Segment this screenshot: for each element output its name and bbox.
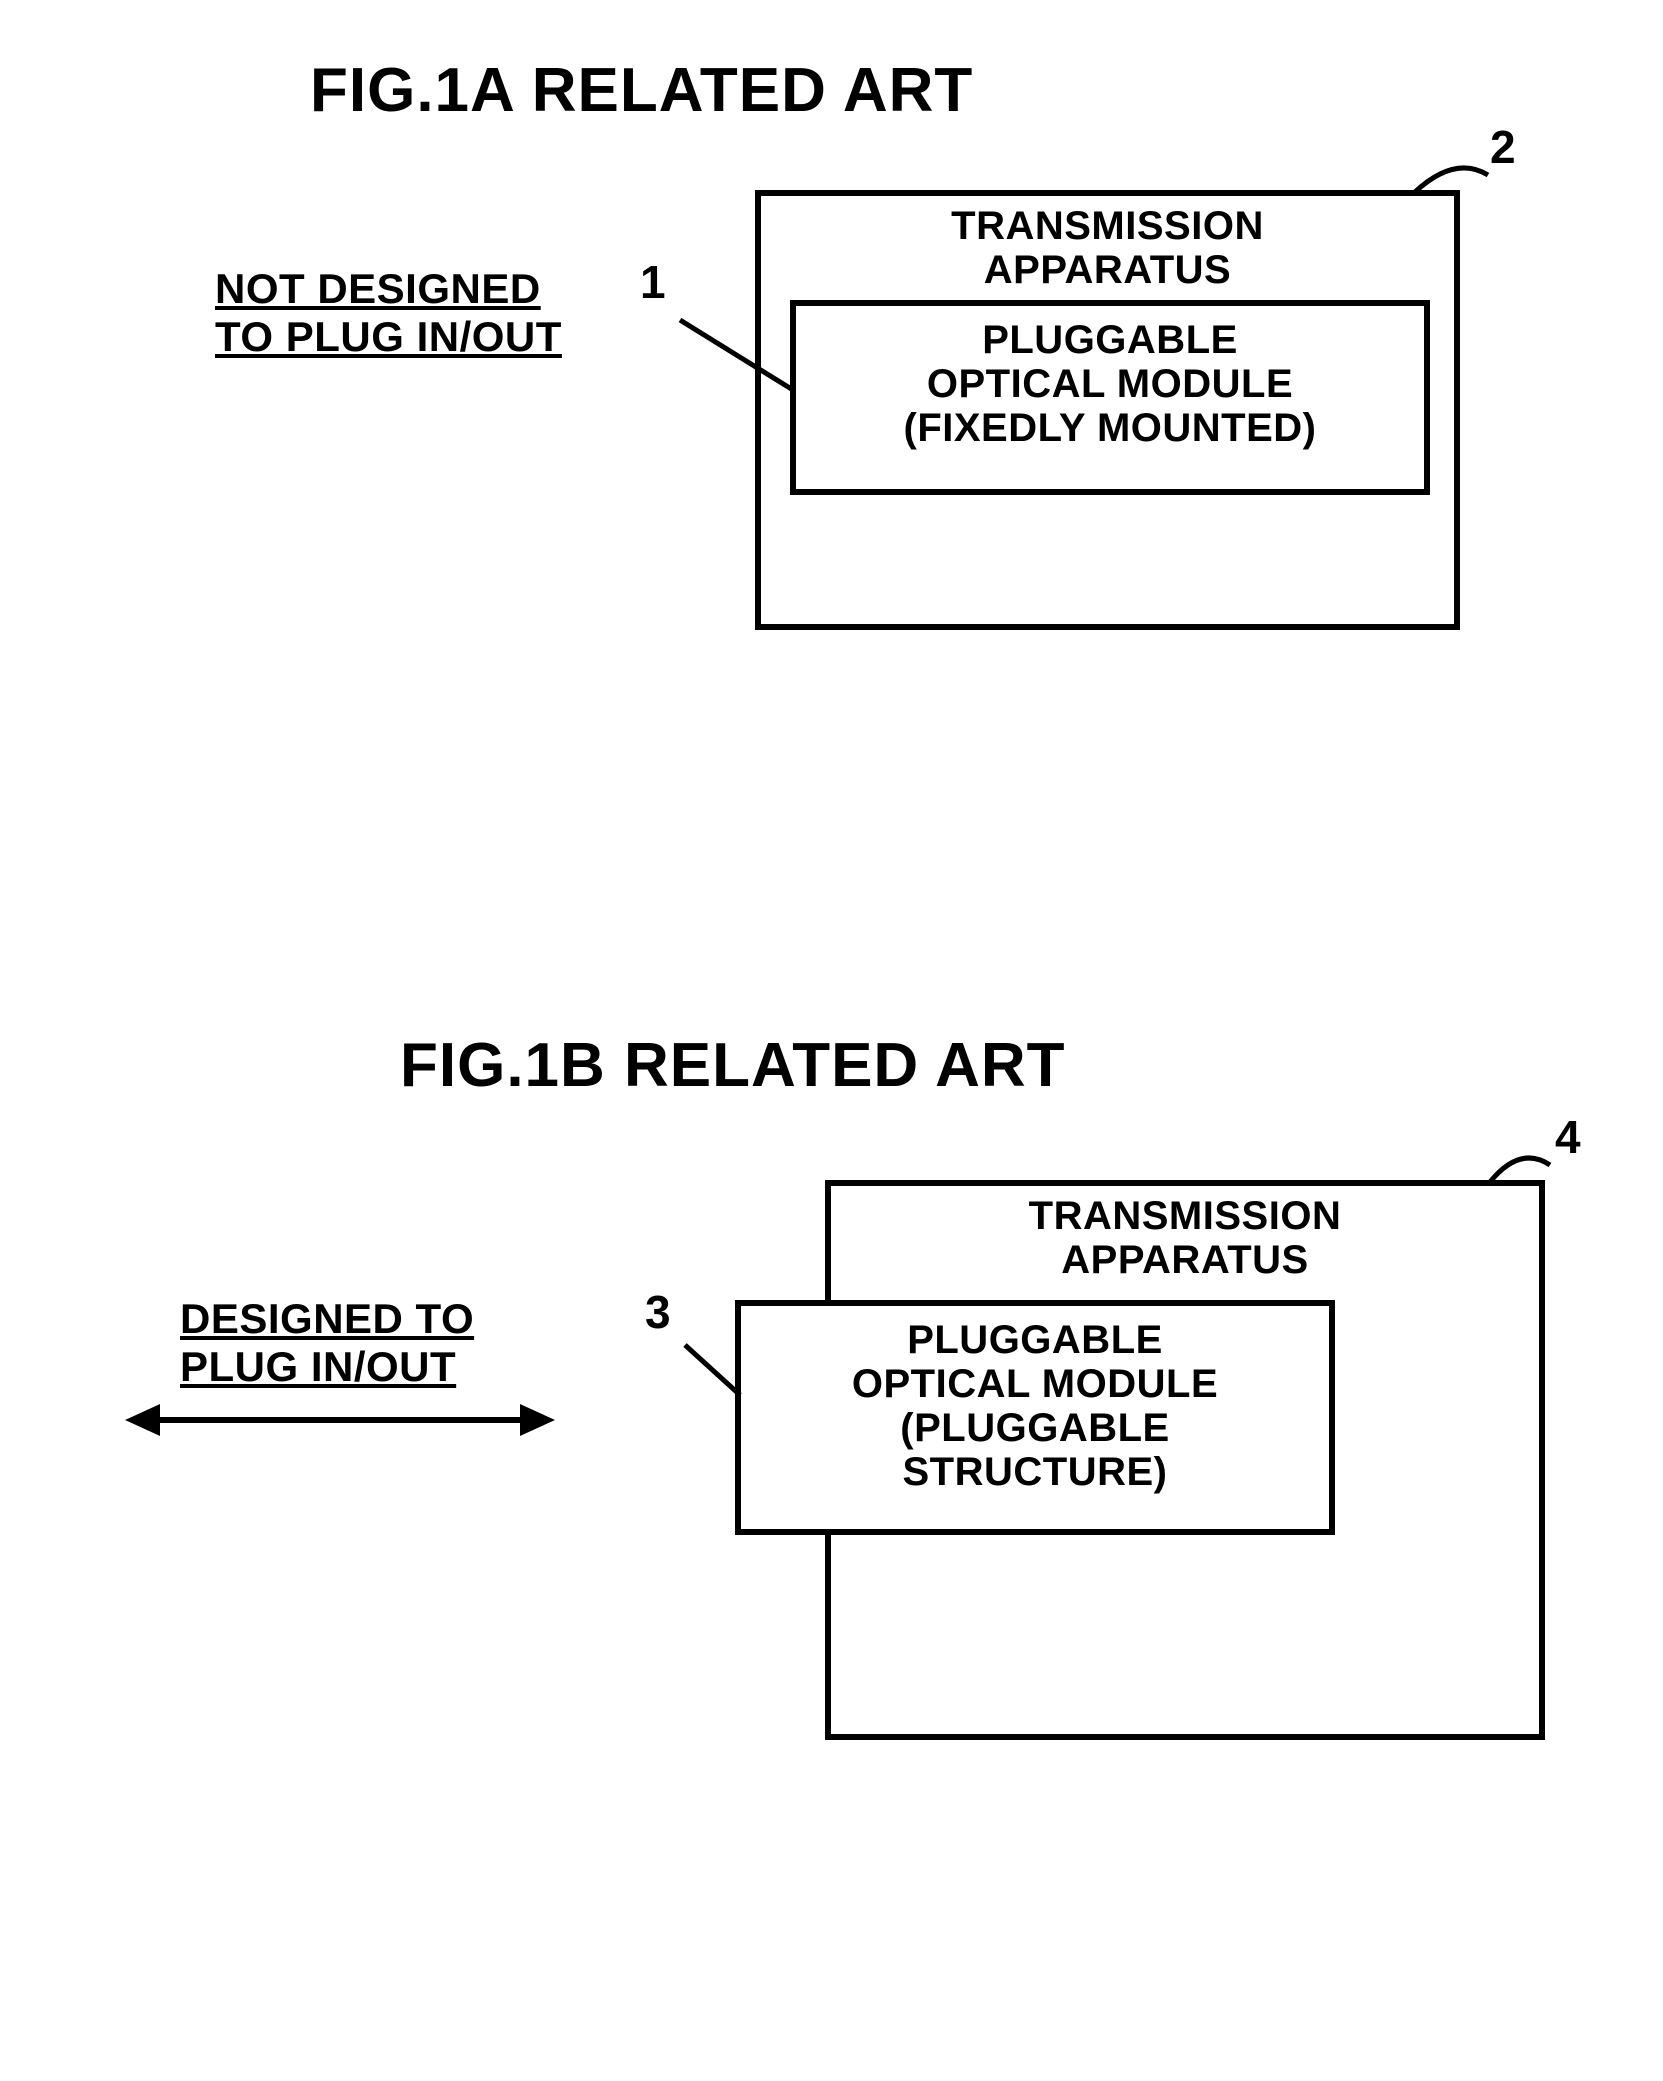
leader-4 bbox=[0, 0, 1663, 2081]
